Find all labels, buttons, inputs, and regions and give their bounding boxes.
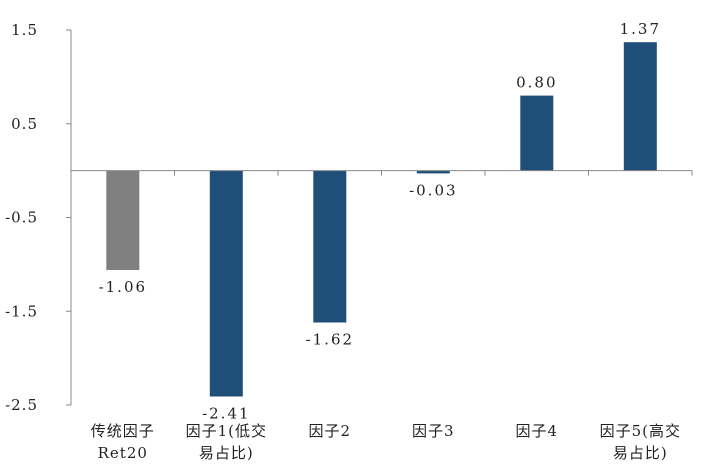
- bar: [623, 42, 657, 171]
- bars: [106, 42, 657, 397]
- bar: [313, 170, 347, 323]
- category-label: 因子1(低交易占比): [186, 422, 267, 462]
- bar: [209, 170, 243, 397]
- y-tick-label: -0.5: [5, 209, 38, 227]
- data-label: 0.80: [516, 74, 557, 92]
- data-labels: -1.06 -2.41 -1.62 -0.03 0.80 1.37: [99, 20, 661, 423]
- data-label: -1.06: [99, 278, 147, 296]
- category-label: 传统因子 Ret20: [91, 422, 155, 462]
- data-label: -0.03: [409, 181, 457, 199]
- y-axis: 1.5 0.5 -0.5 -1.5 -2.5: [5, 21, 72, 414]
- bar: [520, 95, 554, 171]
- data-label: 1.37: [620, 20, 661, 38]
- data-label: -1.62: [306, 331, 354, 349]
- y-tick-label: -1.5: [5, 302, 38, 320]
- y-tick-label: 0.5: [11, 115, 38, 133]
- data-label: -2.41: [202, 405, 250, 423]
- category-label: 因子5(高交易占比): [600, 422, 681, 462]
- bar: [106, 170, 140, 270]
- y-tick-label: 1.5: [11, 21, 38, 39]
- category-labels: 传统因子 Ret20 因子1(低交易占比) 因子2 因子3 因子4 因子5(高交易占比): [91, 422, 681, 462]
- category-label: 因子4: [516, 422, 559, 440]
- y-tick-label: -2.5: [5, 396, 38, 414]
- bar: [416, 170, 450, 174]
- x-axis: [71, 170, 693, 176]
- category-label: 因子2: [309, 422, 352, 440]
- category-label: 因子3: [412, 422, 455, 440]
